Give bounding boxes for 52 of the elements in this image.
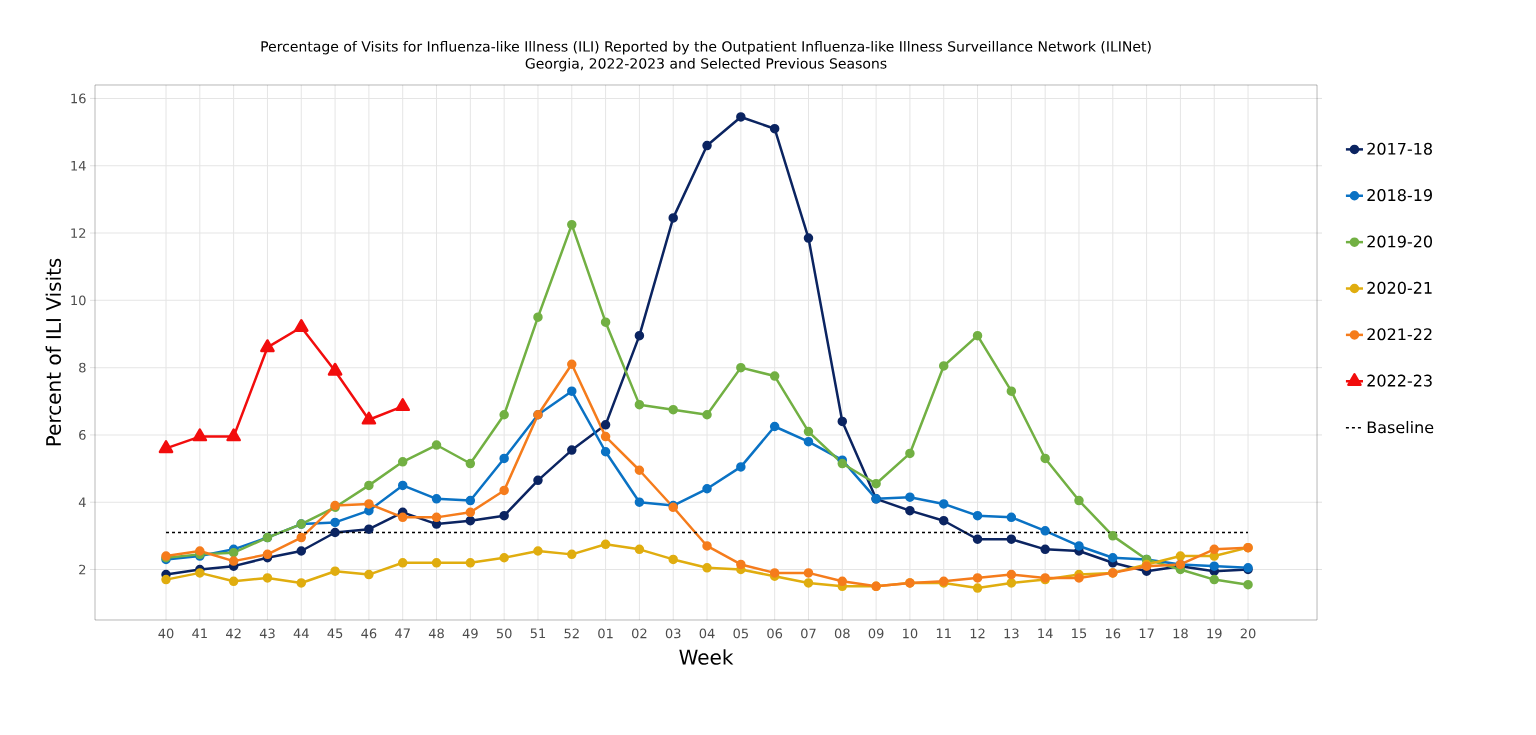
- x-tick-label: 06: [767, 628, 783, 639]
- x-tick-label: 08: [834, 628, 850, 639]
- y-tick-label: 14: [71, 161, 86, 171]
- y-tick-label: 12: [71, 228, 86, 238]
- x-tick-label: 52: [564, 628, 579, 639]
- x-tick-label: 03: [665, 628, 681, 639]
- x-tick-label: 12: [970, 628, 985, 639]
- x-tick-label: 15: [1072, 628, 1087, 639]
- legend-label: 2017-18: [1367, 142, 1432, 155]
- x-tick-label: 10: [903, 628, 918, 639]
- y-tick-label: 10: [71, 295, 86, 306]
- x-tick-label: 20: [1240, 628, 1256, 639]
- x-tick-label: 19: [1207, 628, 1222, 639]
- legend-label: 2020-21: [1367, 281, 1432, 294]
- x-tick-label: 49: [462, 628, 478, 639]
- legend-label: 2021-22: [1367, 328, 1432, 341]
- x-tick-label: 07: [801, 628, 816, 639]
- legend-label: 2022-23: [1367, 374, 1432, 387]
- x-tick-label: 50: [496, 628, 512, 639]
- y-tick-label: 6: [79, 430, 86, 440]
- x-tick-label: 47: [395, 628, 410, 638]
- chart-title: Percentage of Visits for Influenza-like Illness (ILI) Reported by the Outpatient Influenza-like Illness Surveillance Network (ILINet): [261, 40, 1151, 55]
- x-tick-label: 46: [361, 628, 377, 639]
- x-tick-label: 05: [733, 628, 748, 639]
- x-tick-label: 44: [293, 628, 309, 638]
- x-tick-label: 42: [226, 628, 241, 639]
- x-tick-label: 17: [1139, 628, 1154, 638]
- y-tick-label: 16: [71, 93, 86, 104]
- x-tick-label: 11: [936, 628, 951, 638]
- legend-label: 2018-19: [1367, 189, 1432, 202]
- legend-label: 2019-20: [1367, 235, 1433, 248]
- x-tick-label: 18: [1173, 628, 1188, 639]
- x-tick-label: 16: [1105, 628, 1121, 639]
- y-tick-label: 4: [78, 497, 86, 507]
- y-axis-title: Percent of ILI Visits: [45, 258, 62, 446]
- x-tick-label: 43: [259, 628, 275, 639]
- x-tick-label: 04: [699, 628, 715, 639]
- chart-subtitle: Georgia, 2022-2023 and Selected Previous Seasons: [525, 57, 887, 72]
- y-tick-label: 8: [79, 362, 86, 373]
- x-tick-label: 45: [327, 628, 343, 639]
- x-tick-label: 51: [530, 628, 546, 639]
- x-tick-label: 01: [598, 628, 613, 639]
- x-axis-title: Week: [679, 649, 734, 665]
- x-tick-label: 14: [1038, 628, 1053, 638]
- x-tick-label: 13: [1004, 628, 1019, 639]
- x-tick-label: 41: [192, 628, 207, 638]
- legend-label: Baseline: [1367, 420, 1434, 434]
- y-tick-label: 2: [79, 564, 86, 575]
- x-tick-label: 48: [428, 628, 444, 639]
- x-tick-label: 40: [158, 628, 174, 639]
- x-tick-label: 09: [868, 628, 884, 639]
- x-tick-label: 02: [632, 628, 647, 639]
